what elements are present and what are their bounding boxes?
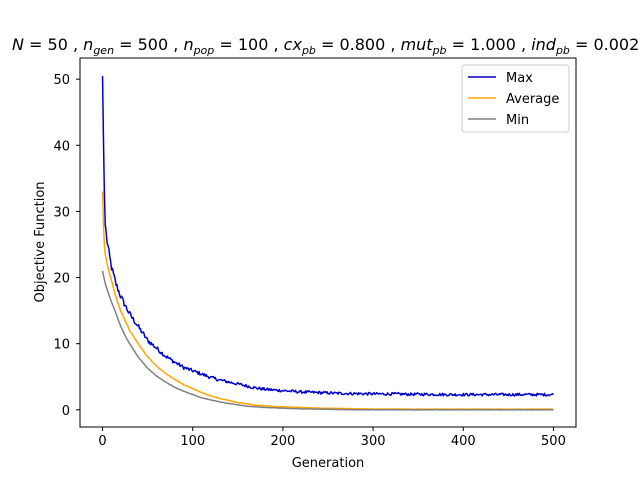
chart-title: N = 50 , ngen = 500 , npop = 100 , cxpb … <box>12 35 639 57</box>
legend-label-min: Min <box>506 113 529 128</box>
title-mutpb-separator: , <box>385 35 400 54</box>
title-ngen-symbol: n <box>83 35 93 54</box>
title-indpb-symbol: ind <box>531 35 557 54</box>
title-ngen-value: 500 <box>138 35 169 54</box>
title-n-equals: = <box>24 35 48 54</box>
title-mutpb-equals: = <box>447 35 471 54</box>
title-n-value: 50 <box>48 35 68 54</box>
title-npop-symbol: n <box>183 35 193 54</box>
title-indpb-value: 0.002 <box>593 35 639 54</box>
x-tick-label: 100 <box>180 434 205 449</box>
y-tick-label: 20 <box>53 272 70 287</box>
title-indpb-subscript: pb <box>555 44 570 57</box>
y-tick-label: 30 <box>53 205 70 220</box>
title-mutpb-subscript: pb <box>432 44 447 57</box>
x-tick-label: 400 <box>451 434 476 449</box>
x-axis-label: Generation <box>292 456 365 471</box>
x-axis-ticks: 0 100 200 300 400 500 <box>98 427 566 449</box>
y-tick-label: 50 <box>53 73 70 88</box>
title-cxpb-value: 0.800 <box>339 35 385 54</box>
x-tick-label: 200 <box>270 434 295 449</box>
title-ngen-subscript: gen <box>93 44 114 57</box>
y-axis-label: Objective Function <box>33 181 48 302</box>
axes-frame <box>79 57 577 428</box>
title-indpb-equals: = <box>570 35 594 54</box>
title-cxpb-subscript: pb <box>301 44 316 57</box>
legend-label-max: Max <box>506 71 533 86</box>
legend-box <box>461 64 570 133</box>
title-cxpb-equals: = <box>316 35 340 54</box>
series-line-max <box>101 75 554 397</box>
y-tick-label: 10 <box>53 338 70 353</box>
legend-label-average: Average <box>506 92 559 107</box>
title-ngen-separator: , <box>68 35 83 54</box>
series-line-min <box>101 270 554 411</box>
title-mutpb-symbol: mut <box>401 35 434 54</box>
plot-content <box>101 75 554 411</box>
title-cxpb-symbol: cx <box>284 35 303 54</box>
title-npop-subscript: pop <box>193 44 215 57</box>
title-cxpb-separator: , <box>268 35 283 54</box>
x-tick-label: 500 <box>541 434 566 449</box>
y-tick-label: 40 <box>53 139 70 154</box>
y-axis-ticks: 0 10 20 30 40 50 <box>53 73 80 419</box>
x-tick-label: 300 <box>361 434 386 449</box>
title-mutpb-value: 1.000 <box>470 35 516 54</box>
title-npop-separator: , <box>168 35 183 54</box>
title-n-symbol: N <box>12 35 24 54</box>
title-ngen-equals: = <box>114 35 138 54</box>
title-npop-equals: = <box>214 35 238 54</box>
y-tick-label: 0 <box>62 404 70 419</box>
legend: Max Average Min <box>461 64 570 133</box>
x-tick-label: 0 <box>98 434 106 449</box>
title-indpb-separator: , <box>516 35 531 54</box>
title-npop-value: 100 <box>238 35 269 54</box>
series-line-average <box>101 191 554 411</box>
